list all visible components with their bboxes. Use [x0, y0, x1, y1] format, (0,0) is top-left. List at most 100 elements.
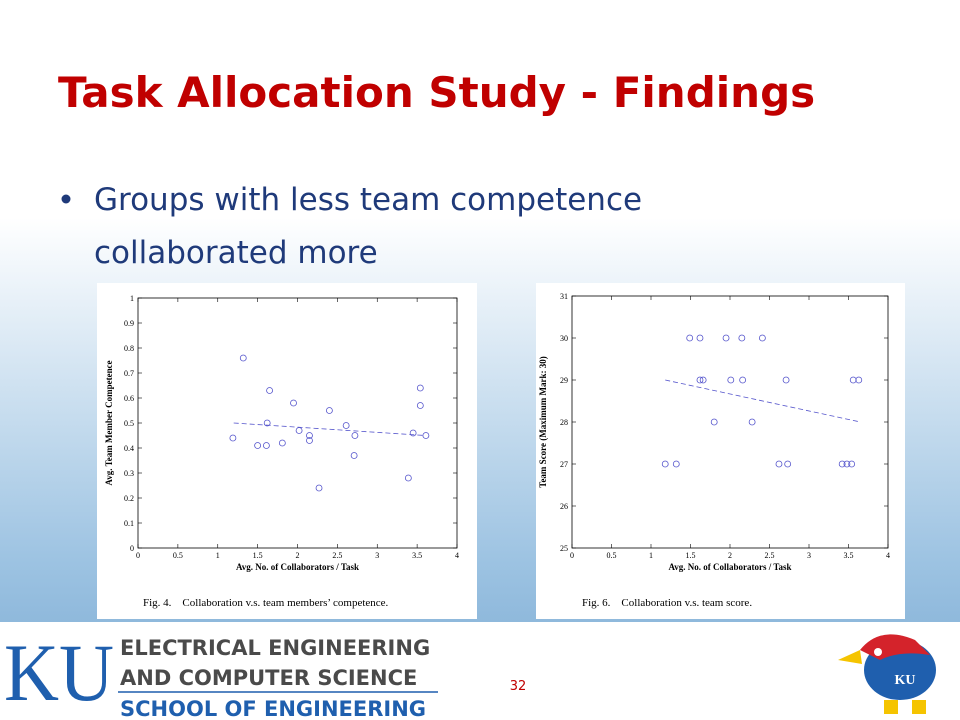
data-point — [266, 387, 273, 394]
svg-text:KU: KU — [895, 673, 916, 688]
x-tick-label: 3 — [807, 551, 811, 560]
data-point — [739, 376, 747, 384]
x-tick-label: 4 — [455, 551, 459, 560]
data-point — [696, 376, 704, 384]
data-point — [306, 432, 313, 439]
data-point — [672, 460, 680, 468]
x-tick-label: 0.5 — [173, 551, 183, 560]
data-point — [748, 418, 756, 426]
figure-caption: Fig. 4. Collaboration v.s. team members’… — [143, 597, 389, 609]
data-point — [262, 442, 270, 449]
data-point — [661, 460, 669, 468]
data-point — [325, 407, 333, 414]
data-point — [838, 460, 846, 468]
data-point — [422, 432, 430, 439]
y-tick-label: 0 — [130, 544, 134, 553]
data-point — [278, 439, 286, 447]
y-axis-label: Team Score (Maximum Mark: 30) — [538, 356, 548, 487]
data-point — [775, 460, 783, 468]
mascot: KU — [838, 634, 936, 714]
data-point — [295, 427, 303, 434]
data-point — [843, 460, 851, 468]
data-point — [239, 354, 247, 362]
y-tick-label: 30 — [560, 334, 568, 343]
bullet-text: Groups with less team competence — [94, 182, 642, 218]
x-tick-label: 0.5 — [607, 551, 617, 560]
data-point — [263, 419, 271, 427]
charts: 0 0.5 1 1.5 2 2.5 3 3.5 4 0 0.1 0.2 0.3 0.4 0.5 0.6 0.7 0… — [97, 283, 905, 619]
data-point — [404, 474, 412, 482]
data-point — [254, 442, 262, 449]
y-tick-label: 29 — [560, 376, 568, 385]
x-tick-label: 3 — [375, 551, 379, 560]
data-point — [315, 484, 323, 492]
footer-band — [0, 622, 960, 720]
y-tick-label: 27 — [560, 460, 568, 469]
y-tick-label: 0.1 — [124, 519, 134, 528]
x-tick-label: 3.5 — [844, 551, 854, 560]
y-tick-label: 0.3 — [124, 469, 134, 478]
chart-panel — [97, 283, 477, 619]
y-tick-label: 28 — [560, 418, 568, 427]
y-tick-label: 0.4 — [124, 444, 134, 453]
x-tick-label: 1.5 — [253, 551, 263, 560]
slide-title: Task Allocation Study - Findings — [58, 68, 815, 117]
data-point — [758, 334, 766, 342]
data-point — [290, 399, 297, 407]
x-tick-label: 2 — [296, 551, 300, 560]
data-point — [229, 434, 237, 442]
data-point — [696, 334, 704, 342]
data-point — [416, 402, 424, 409]
footer-line: ELECTRICAL ENGINEERING — [120, 636, 430, 660]
data-point — [342, 422, 350, 429]
x-axis-label: Avg. No. of Collaborators / Task — [668, 562, 791, 572]
data-point — [351, 432, 359, 439]
data-point — [738, 334, 746, 342]
x-tick-label: 2.5 — [765, 551, 775, 560]
logo-ku: KU — [4, 627, 114, 718]
y-tick-label: 0.2 — [124, 494, 134, 503]
x-tick-label: 3.5 — [412, 551, 422, 560]
data-point — [710, 418, 718, 426]
data-point — [409, 429, 417, 437]
x-tick-label: 4 — [886, 551, 890, 560]
data-point — [849, 376, 857, 384]
data-point — [306, 437, 313, 444]
y-tick-label: 0.8 — [124, 344, 134, 353]
data-point — [727, 376, 735, 384]
y-tick-label: 26 — [560, 502, 568, 511]
x-tick-label: 1 — [649, 551, 653, 560]
data-point — [722, 334, 730, 342]
y-tick-label: 0.7 — [124, 369, 134, 378]
x-tick-label: 0 — [570, 551, 574, 560]
x-axis-label: Avg. No. of Collaborators / Task — [236, 562, 359, 572]
data-point — [416, 384, 424, 392]
x-tick-label: 2.5 — [332, 551, 342, 560]
y-tick-label: 0.5 — [124, 419, 134, 428]
trend-line — [665, 379, 861, 423]
y-tick-label: 1 — [130, 294, 134, 303]
data-point — [848, 460, 856, 468]
x-tick-label: 0 — [136, 551, 140, 560]
x-tick-label: 1.5 — [686, 551, 696, 560]
data-point — [855, 376, 863, 384]
data-point — [350, 452, 358, 459]
x-tick-label: 2 — [728, 551, 732, 560]
page-number: 32 — [510, 679, 527, 694]
y-tick-label: 25 — [560, 544, 568, 553]
y-tick-label: 0.9 — [124, 319, 134, 328]
y-tick-label: 31 — [560, 292, 568, 301]
footer-line: AND COMPUTER SCIENCE — [120, 666, 417, 690]
figure-caption: Fig. 6. Collaboration v.s. team score. — [582, 597, 752, 609]
data-point — [784, 460, 792, 468]
data-point — [782, 376, 790, 384]
data-point — [686, 334, 694, 342]
footer-line: SCHOOL OF ENGINEERING — [120, 697, 426, 720]
data-point — [699, 376, 707, 384]
chart-panel — [536, 283, 905, 619]
y-tick-label: 0.6 — [124, 394, 134, 403]
x-tick-label: 1 — [216, 551, 220, 560]
y-axis-label: Avg. Team Member Competence — [104, 360, 114, 485]
